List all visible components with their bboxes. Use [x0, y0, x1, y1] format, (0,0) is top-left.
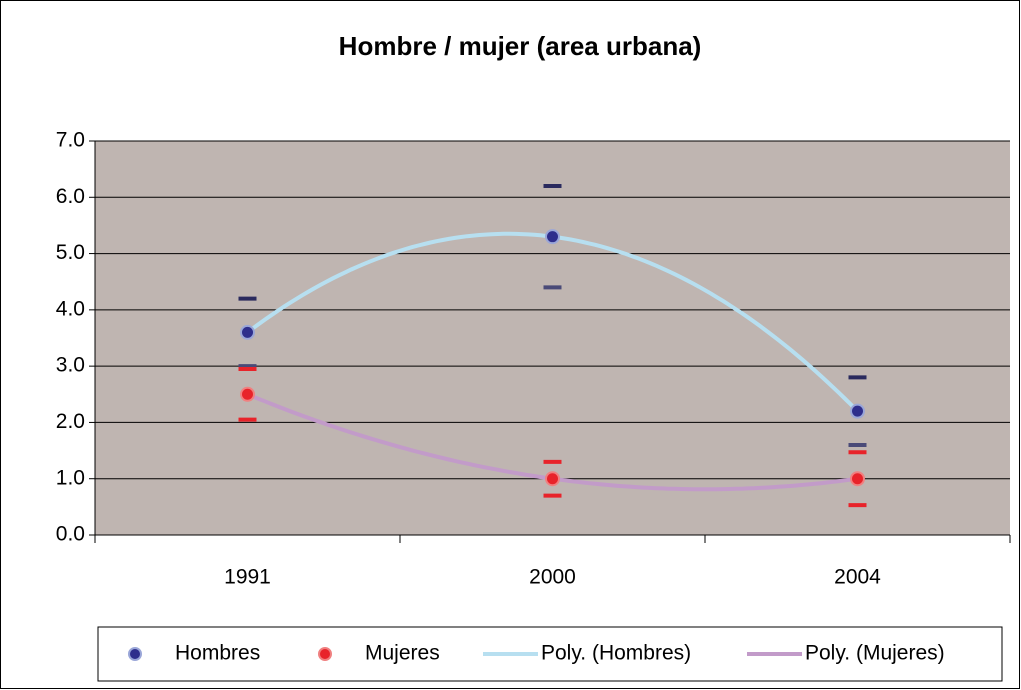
marker	[545, 471, 560, 487]
x-tick-label: 1991	[224, 566, 271, 589]
y-tick-label: 5.0	[56, 241, 85, 264]
marker	[545, 229, 560, 245]
x-tick-label: 2000	[529, 566, 576, 589]
marker	[240, 324, 255, 340]
marker	[850, 471, 865, 487]
legend-label: Mujeres	[365, 642, 440, 665]
y-tick-label: 2.0	[56, 410, 85, 433]
marker	[240, 386, 255, 402]
y-tick-label: 6.0	[56, 185, 85, 208]
y-tick-label: 4.0	[56, 297, 85, 320]
marker	[850, 403, 865, 419]
legend-marker	[128, 647, 142, 661]
y-tick-label: 1.0	[56, 466, 85, 489]
legend	[97, 626, 1003, 682]
x-tick-label: 2004	[834, 566, 881, 589]
legend-label: Poly. (Hombres)	[541, 642, 691, 665]
y-tick-label: 3.0	[56, 354, 85, 377]
y-tick-label: 7.0	[56, 129, 85, 152]
legend-marker	[318, 647, 332, 661]
legend-label: Poly. (Mujeres)	[805, 642, 945, 665]
y-tick-label: 0.0	[56, 523, 85, 546]
legend-label: Hombres	[175, 642, 260, 665]
chart-title: Hombre / mujer (area urbana)	[339, 31, 702, 61]
